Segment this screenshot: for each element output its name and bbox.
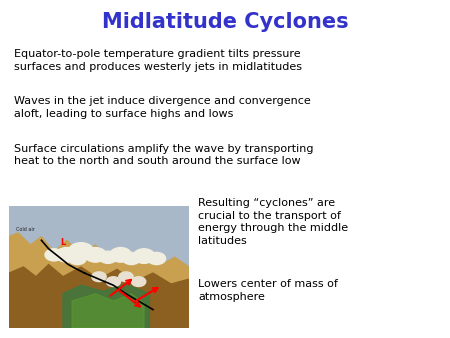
Circle shape — [148, 252, 166, 265]
Text: Lowers center of mass of
atmosphere: Lowers center of mass of atmosphere — [198, 279, 338, 301]
Circle shape — [56, 247, 77, 262]
Circle shape — [85, 247, 106, 262]
Polygon shape — [9, 265, 189, 328]
Text: Cold air: Cold air — [16, 226, 35, 232]
Text: L: L — [60, 238, 66, 247]
Text: Equator-to-pole temperature gradient tilts pressure
surfaces and produces wester: Equator-to-pole temperature gradient til… — [14, 49, 302, 72]
Text: Surface circulations amplify the wave by transporting
heat to the north and sout: Surface circulations amplify the wave by… — [14, 144, 313, 166]
Text: Midlatitude Cyclones: Midlatitude Cyclones — [102, 12, 348, 32]
Circle shape — [45, 249, 63, 261]
Circle shape — [122, 252, 140, 265]
Circle shape — [92, 272, 106, 282]
Circle shape — [133, 249, 155, 263]
Text: Resulting “cyclones” are
crucial to the transport of
energy through the middle
l: Resulting “cyclones” are crucial to the … — [198, 198, 348, 246]
Circle shape — [131, 277, 146, 287]
Polygon shape — [9, 233, 189, 285]
Circle shape — [99, 251, 117, 263]
Circle shape — [68, 252, 86, 265]
Circle shape — [110, 247, 131, 262]
Text: Waves in the jet induce divergence and convergence
aloft, leading to surface hig: Waves in the jet induce divergence and c… — [14, 96, 310, 119]
Polygon shape — [72, 294, 144, 328]
Circle shape — [119, 272, 133, 282]
Circle shape — [106, 277, 121, 287]
Circle shape — [68, 243, 94, 260]
Polygon shape — [63, 284, 149, 328]
